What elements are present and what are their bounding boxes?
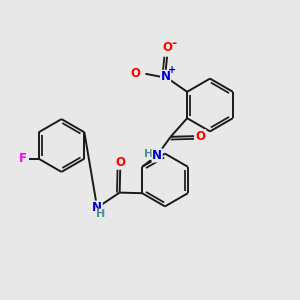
- Text: O: O: [196, 130, 206, 143]
- Text: N: N: [160, 70, 170, 83]
- Text: H: H: [144, 149, 153, 159]
- Text: N: N: [92, 201, 102, 214]
- Text: O: O: [115, 156, 125, 169]
- Text: F: F: [19, 152, 27, 165]
- Text: +: +: [168, 65, 176, 75]
- Text: O: O: [130, 67, 140, 80]
- Text: -: -: [171, 37, 176, 50]
- Text: H: H: [96, 209, 105, 219]
- Text: O: O: [162, 41, 172, 54]
- Text: N: N: [152, 149, 162, 162]
